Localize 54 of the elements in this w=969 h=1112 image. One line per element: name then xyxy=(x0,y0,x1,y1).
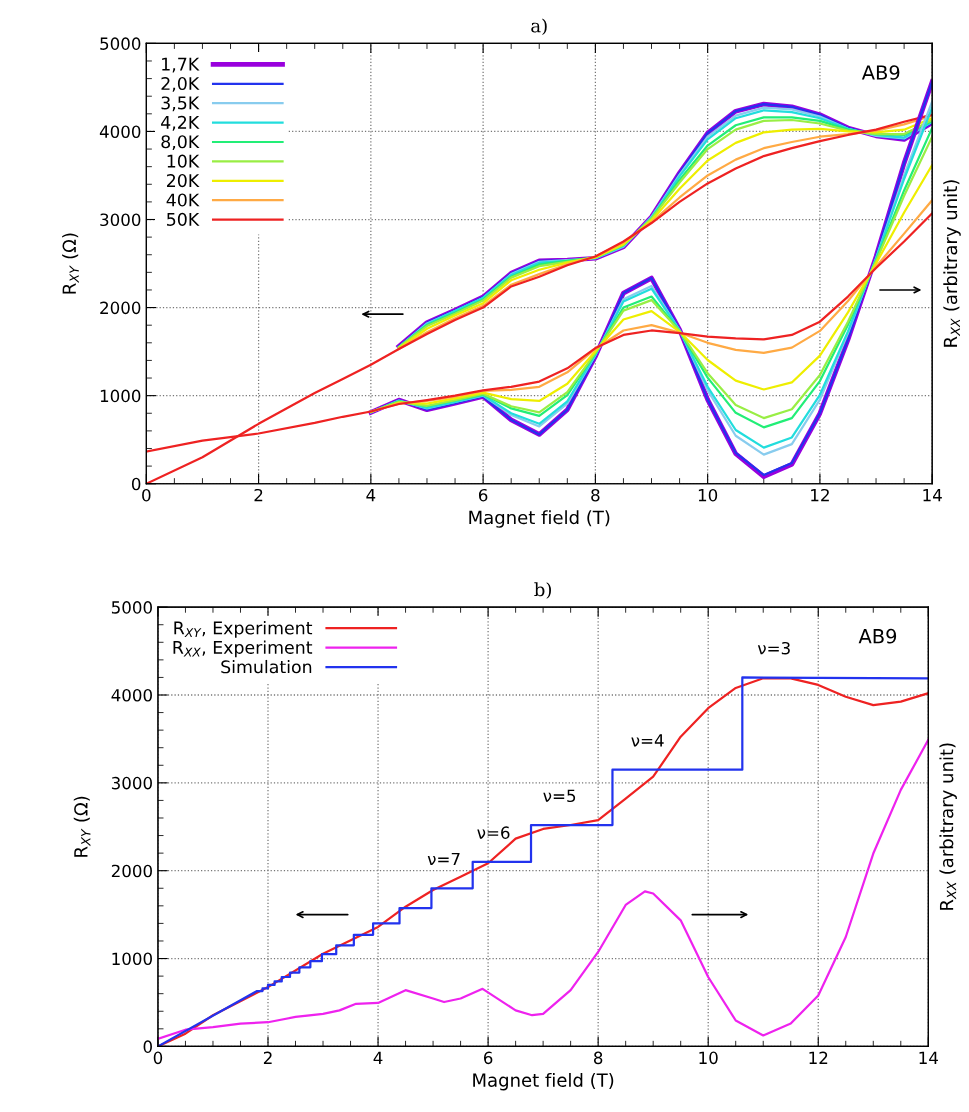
x-tick-label: 4 xyxy=(373,1051,383,1064)
legend-label: 50K xyxy=(167,212,200,226)
x-tick-label: 8 xyxy=(593,1051,603,1065)
y-tick-label: 5000 xyxy=(100,37,141,50)
y-tick-label: 0 xyxy=(131,477,141,491)
x-tick-label: 6 xyxy=(478,488,488,502)
y-tick-label: 3000 xyxy=(100,213,141,227)
y2-axis-title: R$_{XX}$ (arbitrary unit) xyxy=(943,180,961,347)
legend-label: 40K xyxy=(166,193,200,207)
x-tick-label: 12 xyxy=(809,1051,828,1064)
x-tick-label: 6 xyxy=(483,1051,493,1065)
legend-label: 10K xyxy=(167,154,200,168)
x-tick-label: 2 xyxy=(254,488,263,502)
annotation: AB9 xyxy=(861,65,900,80)
y-tick-label: 2000 xyxy=(111,864,152,878)
y-tick-label: 2000 xyxy=(100,301,141,315)
y-axis-title: R$_{XY}$ (Ω) xyxy=(73,796,91,857)
annotation: ν=5 xyxy=(543,789,576,803)
legend-label: 2,0K xyxy=(161,76,200,92)
y-tick-label: 5000 xyxy=(111,601,152,614)
y-tick-label: 1000 xyxy=(112,952,152,966)
y-tick-label: 1000 xyxy=(100,389,141,403)
annotation: AB9 xyxy=(858,628,897,644)
annotation: ν=6 xyxy=(477,826,510,839)
chart-title: a) xyxy=(531,18,547,36)
y2-axis-title: R$_{XX}$ (arbitrary unit) xyxy=(939,743,957,910)
x-tick-label: 4 xyxy=(366,489,376,502)
x-axis-title: Magnet field (T) xyxy=(473,1072,614,1091)
y-tick-label: 4000 xyxy=(99,125,141,139)
legend-label: 8,0K xyxy=(161,135,200,151)
annotation: ν=3 xyxy=(757,641,790,655)
legend-label: R$_{XY}$, Experiment xyxy=(174,621,313,638)
x-tick-label: 14 xyxy=(919,1051,938,1064)
y-tick-label: 3000 xyxy=(111,776,152,790)
annotation: ν=7 xyxy=(427,852,460,866)
x-tick-label: 14 xyxy=(923,489,942,502)
y-tick-label: 4000 xyxy=(111,688,152,702)
y-tick-label: 0 xyxy=(143,1040,152,1053)
x-tick-label: 10 xyxy=(699,1051,718,1065)
y-axis-title: R$_{XY}$ (Ω) xyxy=(62,233,79,294)
chart-title: b) xyxy=(534,582,551,599)
x-tick-label: 8 xyxy=(591,488,600,502)
x-tick-label: 2 xyxy=(263,1051,272,1064)
annotation: ν=4 xyxy=(631,734,664,747)
legend-label: 4,2K xyxy=(161,115,200,131)
legend-label: R$_{XX}$, Experiment xyxy=(173,640,313,658)
x-tick-label: 12 xyxy=(811,488,829,502)
legend-label: 20K xyxy=(167,174,200,188)
x-tick-label: 10 xyxy=(698,488,718,502)
legend-label: 3,5K xyxy=(161,96,200,112)
x-axis-title: Magnet field (T) xyxy=(469,510,610,528)
legend-label: Simulation xyxy=(221,659,312,674)
legend-label: 1,7K xyxy=(162,57,200,73)
x-tick-label: 0 xyxy=(153,1051,163,1065)
